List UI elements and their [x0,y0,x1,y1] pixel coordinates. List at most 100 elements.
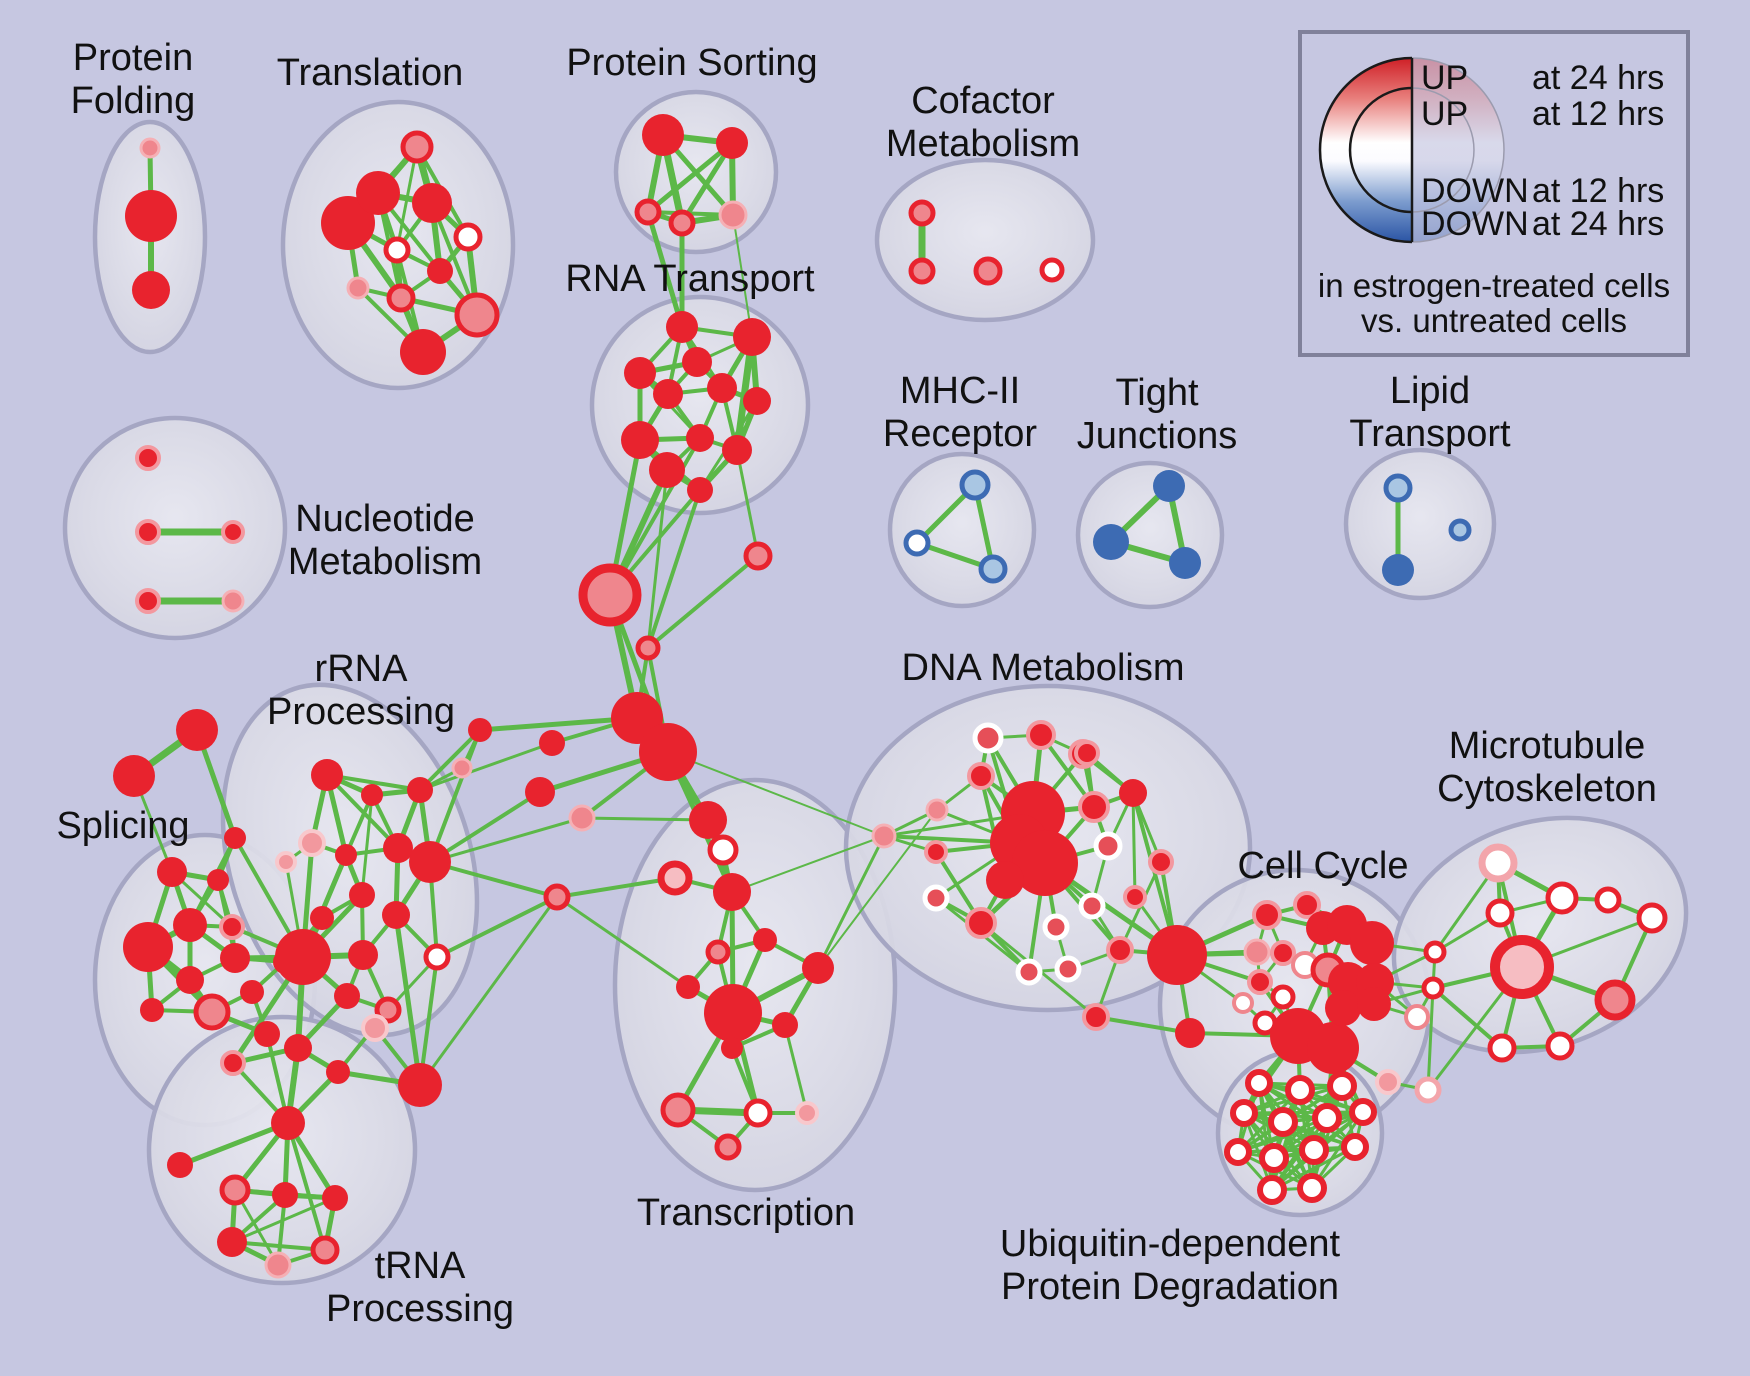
legend-time-label: at 24 hrs [1532,59,1664,97]
node-cc1 [1252,900,1282,930]
node-cc7 [1270,940,1296,966]
node-tb5 [361,1014,389,1042]
node-d25 [1082,1003,1110,1031]
node-cc19 [1357,987,1391,1021]
node-rr10 [310,906,334,930]
node-d5 [972,722,1004,754]
label-line: Lipid [1390,370,1470,412]
edge-bx1-tx3 [555,876,677,899]
edge-rr3-bh1 [418,741,554,792]
node-bh3 [568,804,596,832]
node-sp5 [219,914,245,940]
legend-time-label: at 12 hrs [1532,172,1664,210]
node-u2 [1285,1075,1315,1105]
label-cell-cycle: Cell Cycle [1237,845,1408,887]
node-sp6 [220,943,250,973]
node-cc17 [1307,1022,1359,1074]
node-u6 [1312,1103,1342,1133]
node-s_b [113,755,155,797]
node-rt6 [707,373,737,403]
node-tb2 [284,1034,312,1062]
node-s_c [224,827,246,849]
edge-tx4-d10 [731,835,885,893]
label-line: Transport [1349,413,1511,455]
node-t11 [400,329,446,375]
label-protein-folding: Protein Folding [71,37,196,122]
node-cc13 [1270,984,1296,1010]
label-line: Protein [73,37,193,79]
node-t9 [386,283,416,313]
node-m1 [959,469,991,501]
legend-direction-label: UP [1421,95,1468,133]
node-cc14 [1232,992,1254,1014]
edge-ps3-rt1 [645,209,685,330]
node-cm2 [908,257,936,285]
label-line: tRNA [375,1245,466,1287]
node-d11 [924,840,948,864]
node-tj2 [1093,524,1129,560]
node-d3 [1012,830,1078,896]
legend-disc-right [1412,58,1504,242]
node-m3 [978,554,1008,584]
node-d13 [1078,791,1110,823]
node-rt1 [666,311,698,343]
bubble-lipid-transport [1343,447,1497,601]
legend-ring-inner-left [1348,86,1413,214]
node-bh2 [525,777,555,807]
node-t6 [383,236,411,264]
node-u10 [1299,1135,1329,1165]
legend-direction-label: UP [1421,59,1468,97]
node-tj3 [1169,547,1201,579]
legend-ring-outer-right [1411,57,1505,243]
node-tc3 [322,1185,348,1211]
edge-rr2-rr9 [360,793,374,897]
label-dna-metabolism: DNA Metabolism [902,647,1185,689]
node-t7 [427,258,453,284]
node-ch1 [578,563,642,627]
node-mt7 [1421,976,1445,1000]
node-tc4 [217,1227,247,1257]
node-ch5 [639,723,697,781]
label-line: Metabolism [288,541,482,583]
node-pf2 [125,190,177,242]
node-tc6 [310,1235,340,1265]
node-nm3 [221,520,245,544]
node-sp1 [157,857,187,887]
node-mt5 [1490,935,1554,999]
node-t3 [356,171,400,215]
node-sp4 [173,908,207,942]
node-tx2 [707,834,739,866]
node-cc6 [1243,938,1271,966]
edge-tc3-tc4 [230,1196,337,1244]
node-rr8 [409,841,451,883]
node-mt1 [1478,843,1518,883]
node-d20 [1106,936,1134,964]
legend-box [1298,30,1690,357]
label-line: rRNA [315,648,409,690]
node-nm5 [221,589,245,613]
label-line: Translation [277,52,464,94]
node-cm4 [1039,257,1065,283]
node-ps3 [634,198,662,226]
node-sp2 [207,869,229,891]
label-line: Ubiquitin-dependent [1000,1223,1341,1265]
node-d15 [1148,849,1174,875]
node-tj1 [1153,470,1185,502]
label-ubiquitin: Ubiquitin-dependent Protein Degradation [1000,1223,1341,1308]
node-tx9 [802,952,834,984]
node-sp10 [240,980,264,1004]
label-line: Junctions [1077,415,1238,457]
node-rr3 [407,777,433,803]
node-bl2 [451,757,473,779]
node-pf3 [132,271,170,309]
node-ps2 [716,127,748,159]
node-cm1 [908,199,936,227]
node-ps4 [668,209,696,237]
node-mt12 [1487,1033,1517,1063]
legend-direction-label: DOWN [1421,172,1529,210]
node-u1 [1245,1069,1273,1097]
node-d4 [986,861,1024,899]
node-rt11 [649,452,685,488]
node-cc12 [1247,969,1273,995]
node-mt6 [1423,940,1447,964]
